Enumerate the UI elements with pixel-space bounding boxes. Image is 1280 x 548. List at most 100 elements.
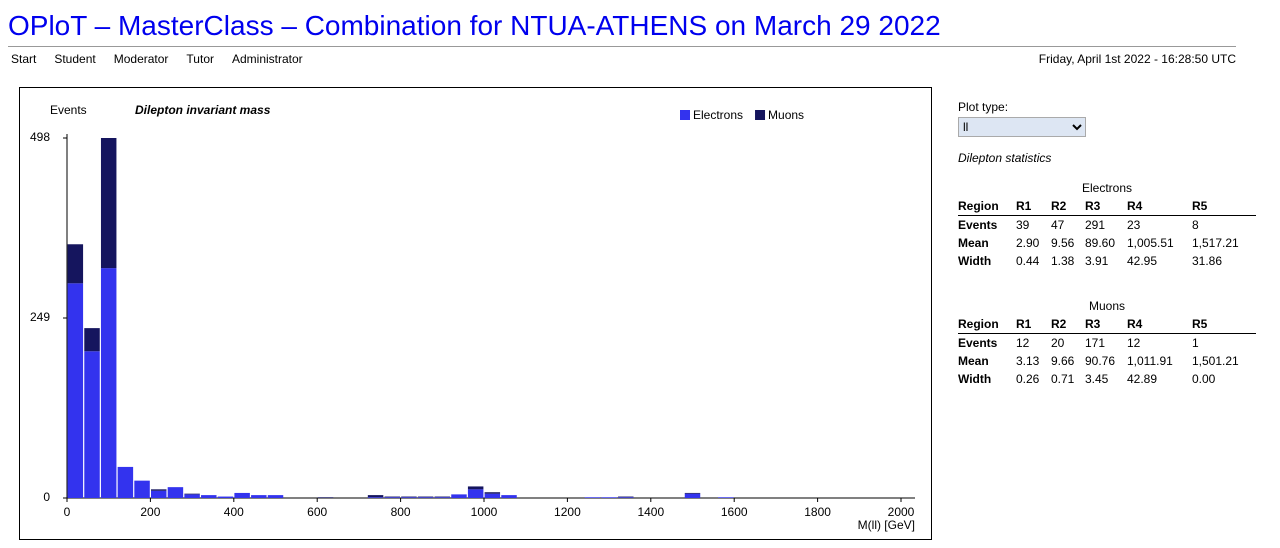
plot-type-select[interactable]: ll: [958, 117, 1086, 137]
x-axis-label: M(ll) [GeV]: [858, 518, 915, 532]
x-tick-label: 1000: [471, 505, 498, 519]
bar: [134, 480, 150, 498]
table-cell: 171: [1085, 336, 1106, 350]
nav-link[interactable]: Start: [11, 52, 37, 66]
x-tick-label: 0: [64, 505, 71, 519]
bar: [251, 495, 267, 498]
bar: [484, 493, 501, 498]
bar: [451, 494, 467, 498]
y-tick-label: 249: [30, 310, 50, 324]
bar: [317, 497, 334, 498]
bar: [601, 497, 617, 498]
bar: [84, 351, 100, 498]
bar: [151, 489, 167, 491]
column-header: R5: [1192, 315, 1256, 334]
column-header: R1: [1016, 315, 1051, 334]
x-tick-label: 400: [224, 505, 244, 519]
table-cell: 20: [1051, 336, 1065, 350]
chart-title: Dilepton invariant mass: [135, 103, 271, 117]
bar: [184, 493, 200, 495]
table-cell: 0.26: [1016, 372, 1040, 386]
table-cell: 89.60: [1085, 236, 1116, 250]
bar: [184, 494, 200, 498]
table-cell: 0.71: [1051, 372, 1075, 386]
page-title: OPloT – MasterClass – Combination for NT…: [8, 10, 941, 41]
table-cell: Mean: [958, 354, 989, 368]
column-header: R5: [1192, 197, 1256, 216]
bar: [67, 283, 84, 498]
column-header: R3: [1085, 315, 1127, 334]
legend-swatch: [755, 110, 766, 120]
column-header: R2: [1051, 315, 1085, 334]
x-tick-label: 2000: [888, 505, 915, 519]
table-cell: 90.76: [1085, 354, 1116, 368]
bar: [100, 138, 117, 269]
x-tick-label: 800: [391, 505, 411, 519]
table-cell: 3.45: [1085, 372, 1109, 386]
table-cell: 42.95: [1127, 254, 1158, 268]
table-cell: Events: [958, 336, 998, 350]
table-cell: 1,011.91: [1127, 354, 1173, 368]
bar: [367, 497, 384, 498]
column-header: R1: [1016, 197, 1051, 216]
table-cell: 23: [1127, 218, 1141, 232]
column-header: R2: [1051, 197, 1085, 216]
table-cell: 8: [1192, 218, 1199, 232]
bar: [117, 466, 134, 498]
caption-row: Muons: [958, 297, 1256, 315]
table-cell: Width: [958, 254, 992, 268]
bar: [67, 244, 84, 284]
bar: [484, 492, 501, 494]
bar: [417, 496, 434, 498]
timestamp: Friday, April 1st 2022 - 16:28:50 UTC: [1038, 52, 1236, 66]
bar: [367, 495, 384, 498]
nav-link[interactable]: Student: [54, 52, 96, 66]
x-tick-label: 1800: [804, 505, 831, 519]
table-cell: 3.13: [1016, 354, 1040, 368]
column-header: Region: [958, 197, 1016, 216]
x-tick-label: 1400: [637, 505, 664, 519]
bar: [718, 497, 734, 498]
column-header: Region: [958, 315, 1016, 334]
table-row: Width 0.44 1.38 3.91 42.95 31.86: [958, 252, 1256, 270]
bar: [401, 497, 417, 498]
table-cell: 31.86: [1192, 254, 1223, 268]
table-cell: 0.00: [1192, 372, 1216, 386]
header-row: Region R1 R2 R3 R4 R5: [958, 197, 1256, 216]
bar: [684, 492, 701, 494]
x-tick-label: 1600: [721, 505, 748, 519]
x-tick-label: 200: [140, 505, 160, 519]
table-row: Mean 2.90 9.56 89.60 1,005.51 1,517.21: [958, 234, 1256, 252]
bar: [234, 492, 250, 498]
chart: Events Dilepton invariant mass M(ll) [GeV]…: [19, 87, 932, 540]
x-tick-label: 1200: [554, 505, 581, 519]
table-cell: 47: [1051, 218, 1065, 232]
table-cell: 1,517.21: [1192, 236, 1239, 250]
bar: [151, 490, 167, 498]
table-cell: 12: [1016, 336, 1030, 350]
table-cell: 1: [1192, 336, 1199, 350]
table-cell: 0.44: [1016, 254, 1040, 268]
table-cell: 1,501.21: [1192, 354, 1239, 368]
stats-table: Muons Region R1 R2 R3 R4 R5 Events 12 20 171 12 1 Mea…: [958, 297, 1256, 388]
bar: [434, 496, 451, 498]
table-cell: 39: [1016, 218, 1030, 232]
nav-link[interactable]: Administrator: [231, 52, 303, 66]
bar: [467, 486, 484, 490]
table-cell: 42.89: [1127, 372, 1158, 386]
table-row: Events 39 47 291 23 8: [958, 216, 1256, 235]
nav-link[interactable]: Moderator: [113, 52, 169, 66]
legend-label: Electrons: [693, 108, 743, 122]
table-cell: 2.90: [1016, 236, 1040, 250]
bar: [267, 495, 284, 498]
bar: [618, 496, 634, 498]
stats-title: Dilepton statistics: [958, 151, 1052, 165]
y-tick-label: 498: [30, 130, 50, 144]
bar: [100, 268, 117, 498]
nav: Start Student Moderator Tutor Administrator: [11, 52, 321, 66]
nav-link[interactable]: Tutor: [186, 52, 214, 66]
table-cell: Mean: [958, 236, 989, 250]
bar: [384, 496, 400, 498]
